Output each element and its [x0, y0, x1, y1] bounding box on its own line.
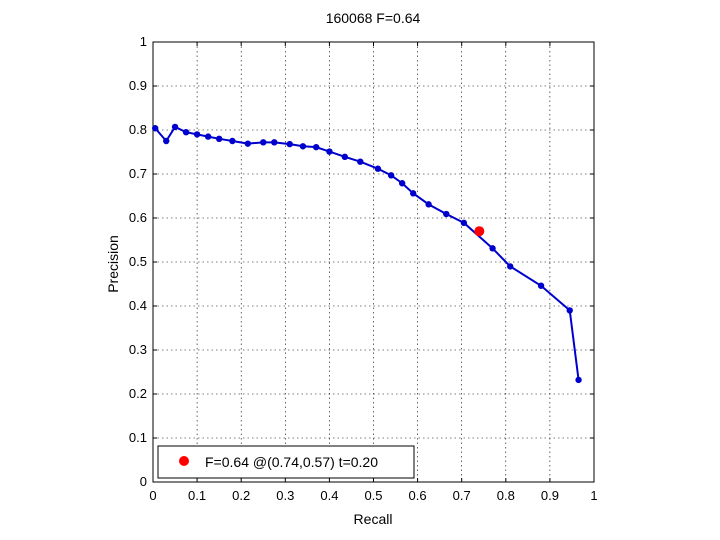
- y-tick-label: 0.4: [129, 298, 147, 313]
- data-point: [326, 148, 333, 155]
- data-point: [286, 140, 293, 148]
- data-point: [229, 137, 236, 145]
- x-tick-label: 0.6: [409, 488, 427, 503]
- legend-marker: [179, 456, 189, 466]
- data-point: [244, 140, 252, 147]
- x-tick-label: 0.9: [541, 488, 559, 503]
- x-tick-label: 0: [149, 488, 156, 503]
- data-point: [171, 123, 179, 131]
- data-point: [489, 245, 496, 252]
- legend: F=0.64 @(0.74,0.57) t=0.20: [157, 445, 415, 479]
- data-point: [398, 180, 406, 187]
- x-tick-label: 0.5: [364, 488, 382, 503]
- y-tick-label: 1: [140, 34, 147, 49]
- data-point: [271, 139, 278, 146]
- y-tick-label: 0.6: [129, 210, 147, 225]
- data-point: [357, 158, 364, 165]
- y-tick-label: 0.7: [129, 166, 147, 181]
- y-tick-label: 0.1: [129, 430, 147, 445]
- data-point: [507, 263, 514, 270]
- data-point: [575, 376, 582, 384]
- x-tick-label: 0.7: [453, 488, 471, 503]
- y-tick-label: 0.2: [129, 386, 147, 401]
- data-point: [152, 125, 159, 132]
- data-point: [215, 135, 223, 142]
- data-point: [409, 190, 417, 197]
- data-point: [163, 137, 170, 145]
- y-tick-label: 0.8: [129, 122, 147, 137]
- x-axis-label: Recall: [354, 511, 393, 527]
- x-tick-label: 0.4: [320, 488, 338, 503]
- data-point: [460, 219, 468, 227]
- data-point: [204, 133, 212, 140]
- y-tick-label: 0.5: [129, 254, 147, 269]
- y-tick-label: 0.9: [129, 78, 147, 93]
- x-tick-label: 0.2: [232, 488, 250, 503]
- data-point: [193, 131, 201, 138]
- data-point: [425, 201, 432, 208]
- data-point: [443, 210, 450, 218]
- data-point: [260, 139, 267, 146]
- legend-box: [157, 445, 415, 479]
- data-point: [182, 129, 190, 136]
- data-point: [341, 153, 349, 161]
- best-f-point: [474, 226, 485, 237]
- data-point: [566, 307, 573, 314]
- y-tick-label: 0.3: [129, 342, 147, 357]
- data-point: [387, 172, 395, 179]
- chart-title: 160068 F=0.64: [326, 10, 421, 26]
- x-tick-label: 0.8: [497, 488, 515, 503]
- y-axis-label: Precision: [105, 235, 121, 293]
- y-tick-label: 0: [140, 474, 147, 489]
- x-tick-label: 1: [590, 488, 597, 503]
- plot-area: 0 0.1 0.2 0.3 0.4 0.5 0.6 0.7 0.8 0.9 1 0 0.1 0.2 0.3 0…: [129, 34, 598, 503]
- data-point: [537, 282, 545, 289]
- legend-label: F=0.64 @(0.74,0.57) t=0.20: [205, 454, 378, 470]
- data-point: [374, 165, 382, 172]
- x-tick-label: 0.3: [276, 488, 294, 503]
- x-tick-label: 0.1: [188, 488, 206, 503]
- data-point: [312, 143, 320, 151]
- data-point: [299, 143, 307, 150]
